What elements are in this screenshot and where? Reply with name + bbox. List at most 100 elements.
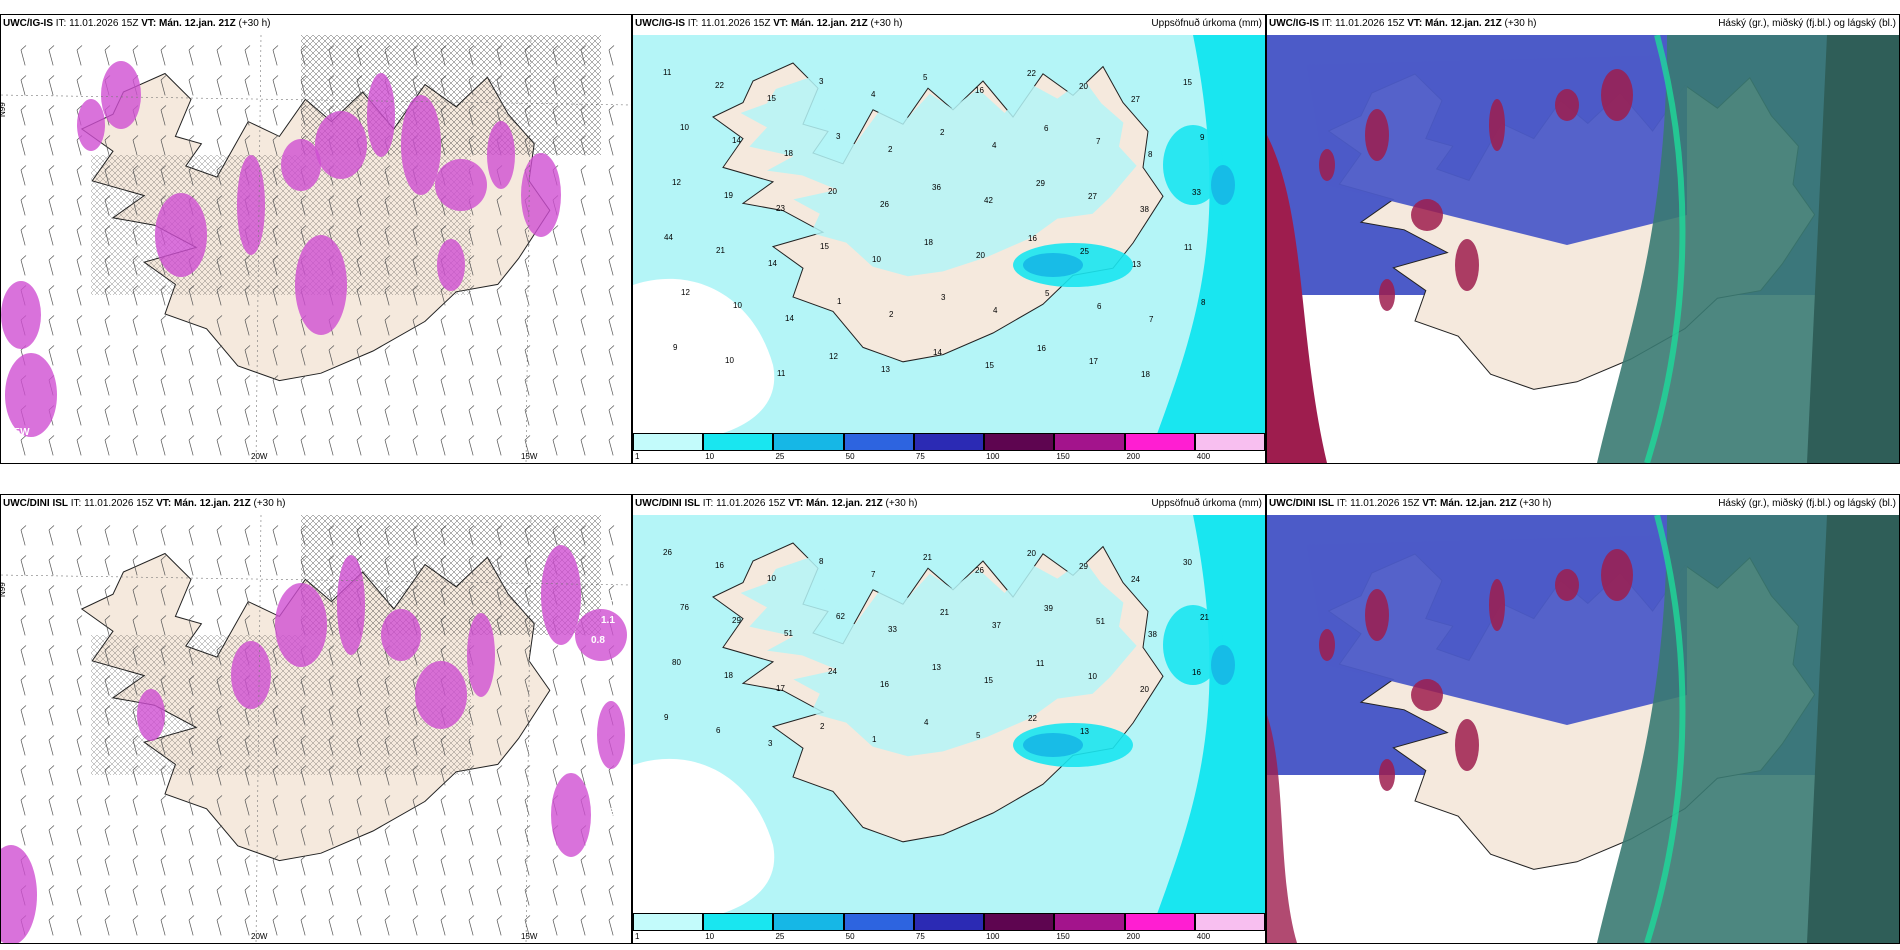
wind-barb (272, 825, 279, 846)
colorbar-swatch (703, 913, 774, 931)
wind-barb (48, 855, 55, 876)
wind-barb (524, 135, 531, 156)
precip-value-label: 5 (923, 73, 928, 82)
precip-value-label: 20 (1140, 685, 1149, 694)
wind-barb (440, 105, 447, 126)
precip-value-label: 8 (1148, 150, 1153, 159)
wind-barb (580, 585, 587, 606)
precip-map: 2616108721262029243076295162332137395138… (633, 515, 1265, 925)
wind-barb (76, 645, 83, 666)
wind-barb (272, 405, 279, 426)
valid-time: Mán. 12.jan. 21Z (1440, 498, 1517, 509)
wind-barb (608, 255, 615, 276)
precip-value-label: 24 (828, 667, 837, 676)
wind-barb (412, 285, 419, 306)
wind-barb (384, 915, 391, 936)
wind-barb (496, 855, 503, 876)
wind-barb (608, 165, 615, 186)
wind-barb (132, 675, 139, 696)
wind-barb (216, 405, 223, 426)
wind-barb (76, 45, 83, 66)
deep-cloud-area (1601, 549, 1633, 601)
wind-barb (104, 435, 111, 456)
colorbar-swatch (913, 433, 985, 451)
wind-barb (188, 165, 195, 186)
wind-barb (356, 915, 363, 936)
colorbar-swatch (843, 433, 914, 451)
lon-line (525, 515, 532, 943)
colorbar-swatch (633, 913, 704, 931)
wind-barb (552, 885, 559, 906)
wind-barb (440, 735, 447, 756)
wind-barb (468, 855, 475, 876)
wind-barb (188, 105, 195, 126)
wind-barb (160, 75, 167, 96)
wind-barb (216, 585, 223, 606)
wind-barb (328, 375, 335, 396)
precip-10-area (1163, 125, 1223, 205)
wind-barb (384, 195, 391, 216)
wind-barb (188, 645, 195, 666)
wind-barb (76, 885, 83, 906)
precip-value-label: 21 (1200, 613, 1209, 622)
model-name: UWC/DINI ISL (635, 498, 700, 509)
wind-barb (468, 525, 475, 546)
colorbar-tick-label: 1 (635, 932, 640, 941)
precip-value-label: 14 (732, 136, 741, 145)
wind-barb (216, 45, 223, 66)
wind-barb (76, 345, 83, 366)
lon-label: 20W (251, 932, 268, 941)
wind-barb (552, 285, 559, 306)
wind-barb (132, 345, 139, 366)
wind-barb (244, 255, 251, 276)
precip-value-label: 1 (837, 297, 842, 306)
precip-value-label: 4 (993, 306, 998, 315)
wind-barb (328, 765, 335, 786)
wind-barb (328, 855, 335, 876)
deep-cloud-area (1555, 569, 1579, 601)
panel-dini-precip: UWC/DINI ISL IT: 11.01.2026 15Z VT: Mán.… (632, 494, 1266, 944)
wind-barb (300, 555, 307, 576)
wind-barb (384, 855, 391, 876)
wind-barb (468, 825, 475, 846)
wind-barb (496, 255, 503, 276)
wind-barb (272, 225, 279, 246)
wind-barb (440, 915, 447, 936)
wind-barb (216, 225, 223, 246)
wind-barb (216, 195, 223, 216)
precip-map: 1122153451622202715101418322467891219232… (633, 35, 1265, 445)
wind-barb (384, 705, 391, 726)
wind-barb (580, 435, 587, 456)
wind-barb (216, 315, 223, 336)
wind-barb (356, 375, 363, 396)
precip-value-label: 15 (767, 94, 776, 103)
colorbar-tick-label: 75 (915, 452, 925, 461)
wind-barb (412, 345, 419, 366)
wind-barb (188, 285, 195, 306)
it-label: IT: (1336, 498, 1348, 509)
wind-barb (48, 765, 55, 786)
wind-barb (412, 855, 419, 876)
precip-value-label: 6 (1097, 302, 1102, 311)
deep-cloud-area (1365, 589, 1389, 641)
wind-barb (272, 735, 279, 756)
wind-barb (552, 525, 559, 546)
colorbar-swatch (703, 433, 774, 451)
precip-value-label: 5 (976, 731, 981, 740)
wind-barb (552, 255, 559, 276)
wind-barb (580, 105, 587, 126)
panel-dini-wind: UWC/DINI ISL IT: 11.01.2026 15Z VT: Mán.… (0, 494, 632, 944)
wind-barb (412, 765, 419, 786)
lat-label: N99 (1, 582, 7, 597)
wind-barb (104, 45, 111, 66)
wind-barb (104, 405, 111, 426)
wind-barb (580, 75, 587, 96)
wind-barb (496, 405, 503, 426)
wind-barb (608, 405, 615, 426)
wind-barb (188, 375, 195, 396)
wind-barb (356, 705, 363, 726)
wind-barb (496, 585, 503, 606)
wind-barb (272, 375, 279, 396)
wind-barb (608, 225, 615, 246)
wind-barb (524, 585, 531, 606)
